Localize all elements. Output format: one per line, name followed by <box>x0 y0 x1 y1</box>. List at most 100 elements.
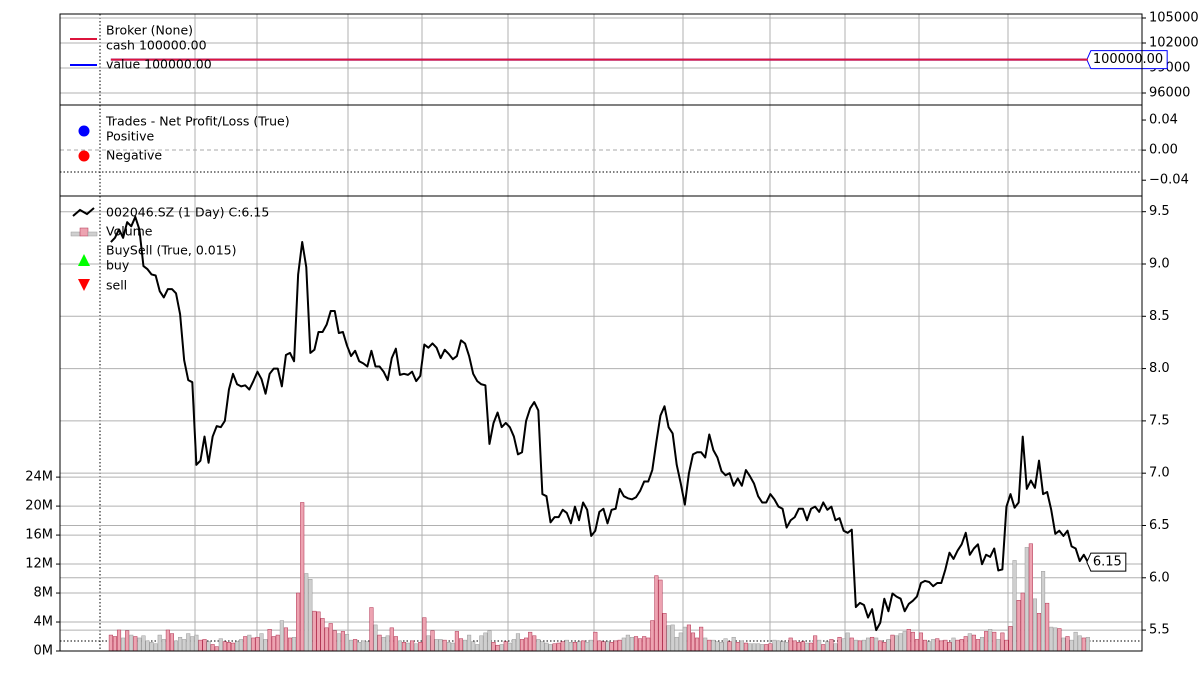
volume-bar <box>1004 639 1009 652</box>
volume-bar <box>922 639 928 652</box>
y-tick-label: 0.04 <box>1149 113 1178 128</box>
y-tick-label: 6.5 <box>1149 518 1170 533</box>
volume-bar <box>589 639 594 652</box>
volume-bar <box>1008 626 1013 652</box>
volume-bar <box>169 633 174 652</box>
tag-label: 100000.00 <box>1093 52 1163 67</box>
y-tick-label: 12M <box>25 557 53 572</box>
legend-icon <box>70 231 81 237</box>
y-tick-label: 6.0 <box>1149 570 1170 585</box>
volume-bar <box>1012 560 1017 652</box>
volume-bar <box>792 640 797 652</box>
volume-bar <box>1061 637 1066 652</box>
volume-bar <box>756 643 761 652</box>
volume-bar <box>385 635 390 652</box>
volume-bar <box>292 636 297 652</box>
volume-bar <box>121 637 126 652</box>
volume-bar <box>458 638 464 652</box>
volume-bar <box>178 636 183 652</box>
volume-bar <box>381 636 386 652</box>
legend-icon <box>87 231 98 237</box>
volume-bar <box>487 630 492 652</box>
volume-bar <box>328 623 333 652</box>
tag-box <box>1086 50 1168 70</box>
volume-bar <box>617 639 622 652</box>
volume-bar <box>556 642 561 652</box>
legend-label: BuySell (True, 0.015) <box>106 243 236 258</box>
y-tick-label: 8.0 <box>1149 361 1170 376</box>
volume-bar <box>666 625 671 652</box>
volume-bar <box>312 610 317 652</box>
volume-bar <box>182 639 187 652</box>
y-tick-label: 4M <box>34 615 54 630</box>
volume-bar <box>377 634 382 652</box>
volume-bar <box>870 636 875 652</box>
volume-bar <box>646 637 651 652</box>
volume-bar <box>768 643 773 652</box>
volume-bar <box>308 579 313 652</box>
volume-bar <box>536 639 541 652</box>
value-tag: 100000.00 <box>1086 50 1168 70</box>
volume-bar <box>735 642 740 652</box>
volume-bar <box>621 637 626 652</box>
volume-bar <box>1073 631 1078 652</box>
volume-bar <box>849 637 854 652</box>
volume-bar <box>760 644 765 652</box>
volume-bar <box>393 636 398 652</box>
volume-bar <box>230 642 236 652</box>
volume-bar <box>548 644 553 652</box>
y-tick-label: 7.0 <box>1149 466 1170 481</box>
volume-bar <box>320 618 325 652</box>
legend-label: Volume <box>106 224 153 239</box>
volume-bar <box>914 639 919 652</box>
volume-bar <box>703 637 708 652</box>
volume-bar <box>112 636 118 652</box>
legend-label: cash 100000.00 <box>106 38 207 53</box>
volume-bar <box>1077 635 1082 652</box>
volume-bar <box>662 613 667 652</box>
volume-bar <box>772 639 777 652</box>
volume-bar <box>723 638 728 652</box>
volume-bar <box>963 636 968 652</box>
volume-bar <box>515 633 521 652</box>
volume-bar <box>764 644 769 652</box>
volume-bar <box>1045 602 1050 652</box>
volume-bar <box>483 632 488 652</box>
volume-bar <box>971 634 976 652</box>
volume-bar <box>804 642 810 652</box>
volume-bar <box>817 639 822 652</box>
volume-bar <box>686 624 691 652</box>
volume-bar <box>625 634 630 652</box>
volume-bar <box>116 629 122 652</box>
volume-bar <box>711 639 716 652</box>
volume-bar <box>808 642 814 652</box>
volume-bar <box>564 639 569 652</box>
volume-bar <box>975 639 980 652</box>
volume-bar <box>267 629 272 652</box>
volume-bar <box>186 633 191 652</box>
volume-bar <box>263 639 268 652</box>
volume-bar <box>471 641 476 652</box>
volume-bar <box>161 639 166 652</box>
volume-bar <box>890 634 895 652</box>
volume-bar <box>654 575 659 652</box>
volume-bar <box>226 642 231 652</box>
volume-bar <box>699 626 704 652</box>
volume-bar <box>898 633 903 652</box>
volume-bar <box>129 634 134 652</box>
volume-bar <box>935 638 940 652</box>
volume-bar <box>853 639 858 652</box>
volume-bar <box>511 639 516 652</box>
volume-bar <box>247 634 252 652</box>
volume-bar <box>137 637 142 652</box>
volume-bar <box>524 637 529 652</box>
volume-bar <box>479 635 484 652</box>
legend-label: Negative <box>106 148 162 163</box>
volume-bar <box>552 643 557 652</box>
volume-bar <box>861 639 867 652</box>
volume-bar <box>336 633 341 652</box>
volume-bar <box>349 639 354 652</box>
volume-bar <box>1057 628 1062 652</box>
volume-bar <box>1065 636 1070 652</box>
volume-bar <box>434 639 439 652</box>
